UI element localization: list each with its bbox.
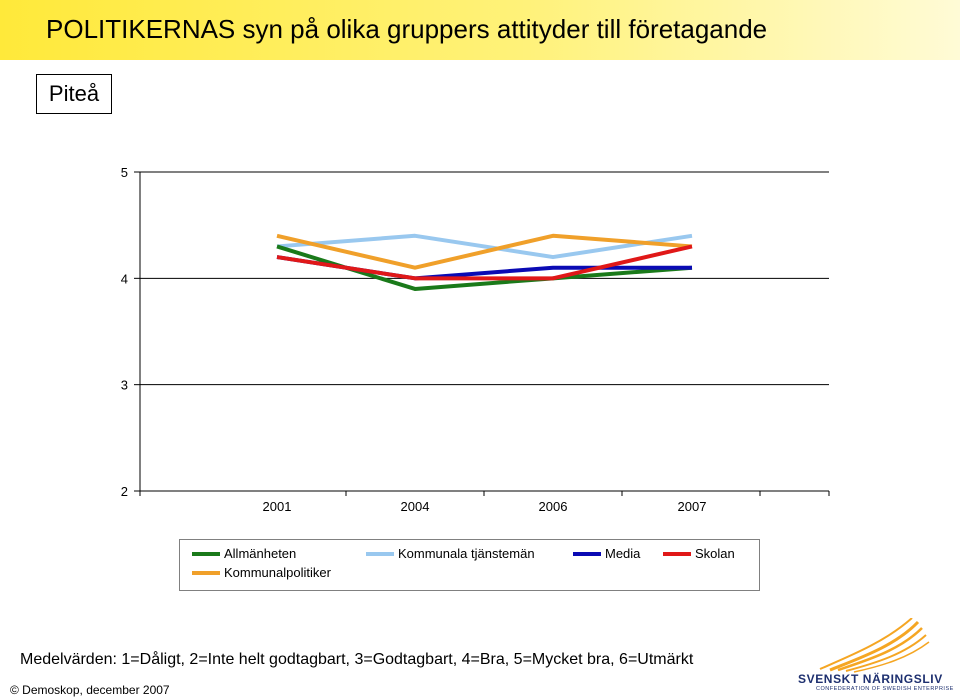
x-tick-label-2001: 2001 [263, 499, 292, 514]
chart-legend: Allmänheten Kommunala tjänstemän Media Skol… [179, 539, 760, 591]
copyright: © Demoskop, december 2007 [10, 683, 170, 697]
legend-label: Skolan [695, 546, 735, 561]
region-label: Piteå [36, 74, 112, 114]
x-tick-label-2004: 2004 [401, 499, 430, 514]
legend-swatch [663, 552, 691, 556]
svenskt-naringsliv-logo: SVENSKT NÄRINGSLIV CONFEDERATION OF SWED… [790, 617, 955, 696]
footnote: Medelvärden: 1=Dåligt, 2=Inte helt godta… [20, 651, 694, 668]
page-title: POLITIKERNAS syn på olika gruppers attit… [46, 14, 768, 44]
logo-name: SVENSKT NÄRINGSLIV [798, 672, 943, 686]
logo-swoosh-icon [819, 617, 930, 673]
y-tick-label: 3 [121, 378, 128, 393]
legend-label: Media [605, 546, 641, 561]
header-bar [0, 0, 960, 60]
y-tick-label: 2 [121, 484, 128, 499]
legend-swatch [573, 552, 601, 556]
series-line-kommunalpolitiker [276, 233, 693, 270]
y-tick-label: 5 [121, 165, 128, 180]
x-tick-label-2006: 2006 [539, 499, 568, 514]
legend-swatch [192, 571, 220, 575]
series-line-kommunala-tjänstemän [276, 233, 693, 260]
x-tick-label-2007: 2007 [678, 499, 707, 514]
legend-swatch [192, 552, 220, 556]
logo-subtitle: CONFEDERATION OF SWEDISH ENTERPRISE [816, 686, 954, 692]
series-line-skolan [276, 244, 693, 281]
legend-label: Allmänheten [224, 546, 297, 561]
legend-swatch [366, 552, 394, 556]
y-tick-label: 4 [121, 271, 128, 286]
legend-label: Kommunala tjänstemän [398, 546, 535, 561]
legend-label: Kommunalpolitiker [224, 565, 331, 580]
